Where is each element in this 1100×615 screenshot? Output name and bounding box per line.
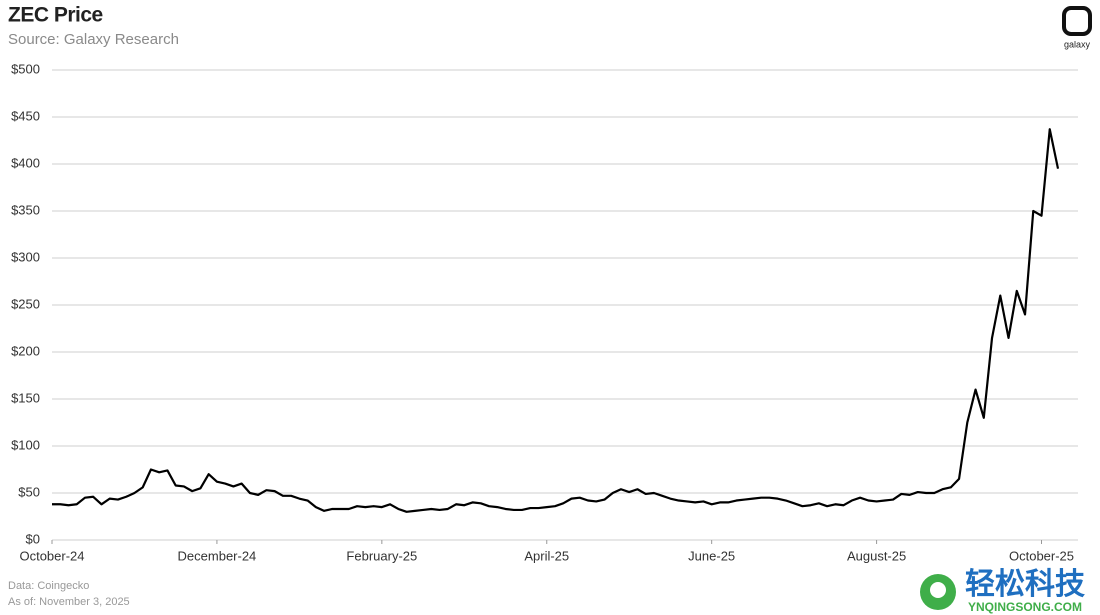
watermark-icon [930,582,946,598]
y-tick-label: $100 [11,437,40,452]
y-tick-label: $300 [11,249,40,264]
chart-title: ZEC Price [8,4,103,27]
y-tick-label: $0 [26,531,40,546]
x-tick-label: August-25 [847,548,906,563]
note: As of: November 3, 2025 [8,596,130,608]
watermark: YNQINGSONG.COM [968,600,1082,614]
x-tick-label: October-25 [1009,548,1074,563]
y-tick-label: $200 [11,343,40,358]
x-tick-label: June-25 [688,548,735,563]
y-tick-label: $400 [11,155,40,170]
y-tick-label: $50 [18,484,40,499]
x-tick-label: December-24 [178,548,257,563]
note: Data: Coingecko [8,580,89,592]
y-tick-label: $450 [11,108,40,123]
y-tick-label: $500 [11,61,40,76]
price-line [52,128,1060,513]
logo-icon [1062,6,1092,36]
logo-text: galaxy [1064,39,1091,49]
chart-subtitle: Source: Galaxy Research [8,31,179,48]
y-tick-label: $250 [11,296,40,311]
watermark: 轻松科技 [965,568,1085,601]
y-tick-label: $350 [11,202,40,217]
x-tick-label: April-25 [524,548,569,563]
x-tick-label: February-25 [346,548,417,563]
x-tick-label: October-24 [19,548,84,563]
y-tick-label: $150 [11,390,40,405]
